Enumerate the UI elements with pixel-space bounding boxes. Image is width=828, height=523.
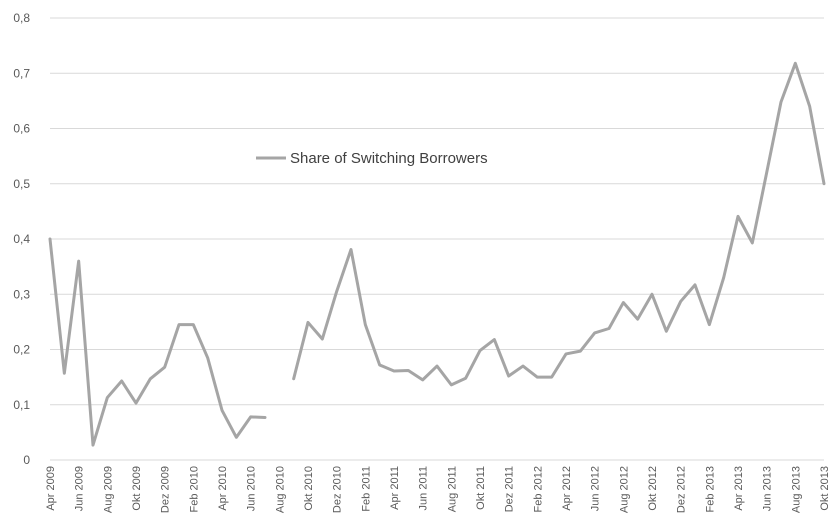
y-tick-label: 0,3 [13, 287, 30, 301]
x-tick-label: Aug 2011 [446, 466, 458, 512]
y-tick-label: 0,4 [13, 232, 30, 246]
x-tick-label: Jun 2011 [418, 466, 430, 510]
x-tick-label: Apr 2011 [389, 466, 401, 510]
y-axis-tick-labels: 0 0,1 0,2 0,3 0,4 0,5 0,6 0,7 0,8 [13, 11, 30, 467]
x-tick-label: Dez 2011 [504, 466, 516, 512]
y-tick-label: 0,7 [13, 66, 30, 80]
x-tick-label: Aug 2009 [102, 466, 114, 513]
x-tick-label: Dez 2012 [676, 466, 688, 513]
x-tick-label: Jun 2009 [74, 466, 86, 511]
x-tick-label: Feb 2010 [188, 466, 200, 512]
x-tick-label: Okt 2012 [647, 466, 659, 511]
x-tick-label: Apr 2010 [217, 466, 229, 511]
x-tick-label: Dez 2009 [160, 466, 172, 513]
x-tick-label: Dez 2010 [332, 466, 344, 513]
legend: Share of Switching Borrowers [256, 150, 488, 167]
y-tick-label: 0,5 [13, 177, 30, 191]
x-tick-label: Okt 2009 [131, 466, 143, 511]
x-tick-label: Feb 2011 [360, 466, 372, 512]
x-tick-label: Jun 2012 [590, 466, 602, 511]
x-tick-label: Okt 2011 [475, 466, 487, 510]
x-tick-label: Aug 2012 [618, 466, 630, 513]
x-tick-label: Aug 2010 [274, 466, 286, 513]
x-axis-tick-labels: Apr 2009 Jun 2009 Aug 2009 Okt 2009 Dez 2009… [45, 466, 828, 513]
y-tick-label: 0 [23, 453, 30, 467]
x-tick-label: Aug 2013 [790, 466, 802, 513]
gridlines [50, 17, 824, 461]
x-tick-label: Jun 2010 [246, 466, 258, 511]
series-line [48, 61, 826, 447]
x-tick-label: Okt 2013 [819, 466, 828, 511]
legend-label: Share of Switching Borrowers [290, 150, 488, 167]
x-tick-label: Feb 2012 [532, 466, 544, 512]
y-tick-label: 0,2 [13, 343, 30, 357]
x-tick-label: Okt 2010 [303, 466, 315, 511]
x-tick-label: Apr 2013 [733, 466, 745, 511]
series-lines [48, 61, 826, 447]
y-tick-label: 0,6 [13, 122, 30, 136]
y-tick-label: 0,1 [13, 398, 30, 412]
y-tick-label: 0,8 [13, 11, 30, 25]
x-tick-label: Apr 2009 [45, 466, 57, 511]
x-tick-label: Feb 2013 [704, 466, 716, 512]
x-tick-label: Jun 2013 [762, 466, 774, 511]
x-tick-label: Apr 2012 [561, 466, 573, 511]
